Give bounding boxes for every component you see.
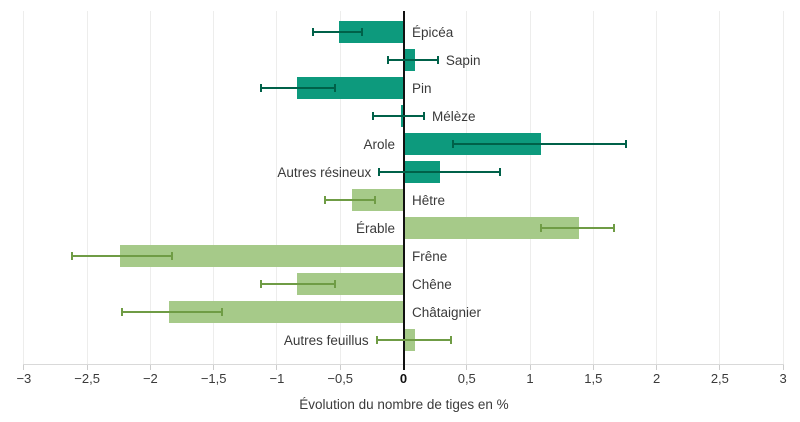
species-label: Mélèze	[432, 108, 476, 124]
x-tick-label: −3	[16, 371, 32, 386]
x-tick-label: −2,5	[74, 371, 100, 386]
species-label: Autres résineux	[277, 164, 372, 180]
error-bar-cap-left	[378, 168, 381, 176]
error-bar	[378, 171, 501, 173]
gridline	[592, 11, 594, 364]
gridline	[149, 11, 151, 364]
zero-axis-line	[402, 11, 405, 370]
x-tick-label: 1	[526, 371, 534, 386]
error-bar-cap-right	[625, 140, 628, 148]
x-tickmark	[276, 364, 278, 370]
error-bar-cap-right	[220, 308, 223, 316]
chart-bar	[403, 217, 580, 239]
error-bar-cap-right	[334, 84, 337, 92]
error-bar-cap-right	[498, 168, 501, 176]
error-bar-cap-right	[612, 224, 615, 232]
error-bar-cap-left	[70, 252, 73, 260]
x-tick-label: −2	[142, 371, 158, 386]
x-tick-label: −1	[269, 371, 285, 386]
chart-bar	[169, 301, 404, 323]
species-label: Hêtre	[412, 192, 446, 208]
error-bar-cap-left	[451, 140, 454, 148]
gridline	[339, 11, 341, 364]
error-bar	[70, 255, 174, 257]
x-tick-label: 0,5	[457, 371, 476, 386]
error-bar-cap-right	[449, 336, 452, 344]
error-bar-cap-left	[323, 196, 326, 204]
species-label: Chêne	[412, 276, 452, 292]
gridline	[23, 11, 25, 364]
error-bar-cap-left	[121, 308, 124, 316]
error-bar	[375, 339, 452, 341]
x-tickmark	[339, 364, 341, 370]
species-label: Arole	[363, 136, 395, 152]
error-bar	[323, 199, 376, 201]
error-bar-cap-right	[373, 196, 376, 204]
gridline	[276, 11, 278, 364]
error-bar-cap-left	[260, 280, 263, 288]
error-bar-cap-left	[371, 112, 374, 120]
gridline	[782, 11, 784, 364]
error-bar-cap-left	[375, 336, 378, 344]
x-tickmark	[529, 364, 531, 370]
x-tickmark	[656, 364, 658, 370]
x-tick-label: 2,5	[710, 371, 729, 386]
error-bar	[451, 143, 628, 145]
chart-bar	[351, 189, 404, 211]
error-bar	[387, 59, 439, 61]
x-tickmark	[86, 364, 88, 370]
gridline	[719, 11, 721, 364]
error-bar	[312, 31, 363, 33]
species-label: Autres feuillus	[283, 332, 369, 348]
species-label: Érable	[355, 220, 395, 236]
x-tick-label: 0	[399, 371, 408, 386]
x-tickmark	[719, 364, 721, 370]
error-bar	[371, 115, 425, 117]
species-label: Sapin	[445, 52, 481, 68]
chart-bar	[338, 21, 404, 43]
x-tick-label: −1,5	[200, 371, 227, 386]
species-label: Châtaignier	[412, 304, 482, 320]
species-label: Frêne	[412, 248, 448, 264]
species-label: Épicéa	[412, 24, 454, 40]
species-label: Pin	[412, 80, 432, 96]
error-bar-cap-right	[334, 280, 337, 288]
x-tickmark	[782, 364, 784, 370]
gridline	[466, 11, 468, 364]
x-tickmark	[23, 364, 25, 370]
x-tickmark	[149, 364, 151, 370]
gridline	[656, 11, 658, 364]
error-bar-cap-left	[540, 224, 543, 232]
error-bar	[260, 283, 337, 285]
error-bar	[121, 311, 223, 313]
error-bar-cap-right	[361, 28, 363, 36]
error-bar-cap-right	[436, 56, 439, 64]
x-tick-label: 1,5	[584, 371, 603, 386]
error-bar	[540, 227, 615, 229]
chart-bar	[120, 245, 404, 267]
x-axis-title: Évolution du nombre de tiges en %	[299, 397, 509, 412]
x-tickmark	[466, 364, 468, 370]
error-bar-cap-right	[171, 252, 174, 260]
error-bar	[260, 87, 337, 89]
gridline	[86, 11, 88, 364]
error-bar-cap-left	[260, 84, 263, 92]
gridline	[529, 11, 531, 364]
x-tick-label: 3	[779, 371, 787, 386]
chart-bar	[297, 77, 404, 99]
chart-bar	[297, 273, 404, 295]
gridline	[213, 11, 215, 364]
x-tick-label: 2	[652, 371, 661, 386]
x-tickmark	[592, 364, 594, 370]
x-tick-label: −0,5	[327, 371, 354, 386]
error-bar-cap-left	[387, 56, 390, 64]
error-bar-cap-right	[423, 112, 425, 120]
x-tickmark	[213, 364, 215, 370]
error-bar-cap-left	[312, 28, 315, 36]
